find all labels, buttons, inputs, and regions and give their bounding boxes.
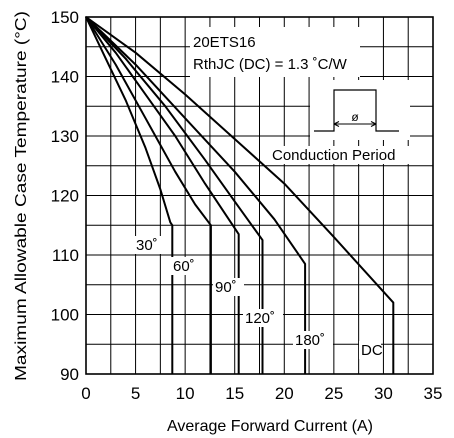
conduction-arrows	[333, 121, 377, 127]
curve-label-3: 120˚	[245, 310, 275, 327]
curve-label-background	[213, 278, 244, 296]
thermal-resistance-label: RthJC (DC) = 1.3 ˚C/W	[193, 56, 348, 73]
y-tick-label: 90	[60, 365, 79, 384]
curve-label-5: DC	[361, 342, 383, 359]
y-tick-labels: 150 140 130 120 110 100 90	[51, 8, 79, 384]
curve-labels: 30˚ 60˚ 90˚ 120˚ 180˚ DC	[134, 236, 383, 359]
plot-frame	[85, 16, 434, 375]
curves	[85, 16, 395, 374]
x-tick-label: 35	[424, 384, 443, 403]
curve-label-2: 90˚	[215, 279, 237, 296]
part-number-label: 20ETS16	[193, 34, 256, 51]
y-tick-label: 100	[51, 306, 79, 325]
x-tick-label: 0	[81, 384, 90, 403]
x-tick-label: 30	[374, 384, 393, 403]
x-tick-label: 25	[324, 384, 343, 403]
curve-label-0: 30˚	[136, 237, 158, 254]
y-tick-label: 140	[51, 68, 79, 87]
x-tick-label: 5	[131, 384, 140, 403]
curve-label-1: 60˚	[173, 258, 195, 275]
y-axis-label: Maximum Allowable Case Temperature (°C)	[13, 11, 30, 381]
curve-label-background	[243, 309, 283, 327]
y-tick-label: 120	[51, 187, 79, 206]
x-tick-labels: 0 5 10 15 20 25 30 35	[81, 384, 442, 403]
curve-label-background	[134, 236, 165, 254]
annotation-box: 20ETS16 RthJC (DC) = 1.3 ˚C/W ø Conducti…	[190, 27, 411, 164]
conduction-period-label: Conduction Period	[272, 147, 395, 164]
series-line-5	[85, 16, 395, 374]
conduction-label-background	[270, 146, 411, 164]
series-line-3	[85, 16, 264, 374]
series-line-1	[85, 16, 212, 374]
curve-label-background	[171, 257, 202, 275]
conduction-pulse-diagram	[314, 89, 399, 132]
x-tick-label: 15	[225, 384, 244, 403]
annotation-background	[190, 27, 360, 77]
series-line-4	[85, 16, 307, 374]
y-tick-label: 150	[51, 8, 79, 27]
phi-symbol: ø	[351, 110, 359, 124]
x-tick-label: 10	[176, 384, 195, 403]
series-line-2	[85, 16, 240, 374]
y-tick-label: 130	[51, 127, 79, 146]
curve-label-4: 180˚	[295, 332, 325, 349]
x-axis-label: Average Forward Current (A)	[167, 418, 373, 435]
y-tick-label: 110	[52, 246, 79, 265]
x-tick-label: 20	[275, 384, 294, 403]
curve-label-background	[359, 341, 381, 359]
series-line-0	[85, 16, 174, 374]
curve-label-background	[293, 331, 333, 349]
